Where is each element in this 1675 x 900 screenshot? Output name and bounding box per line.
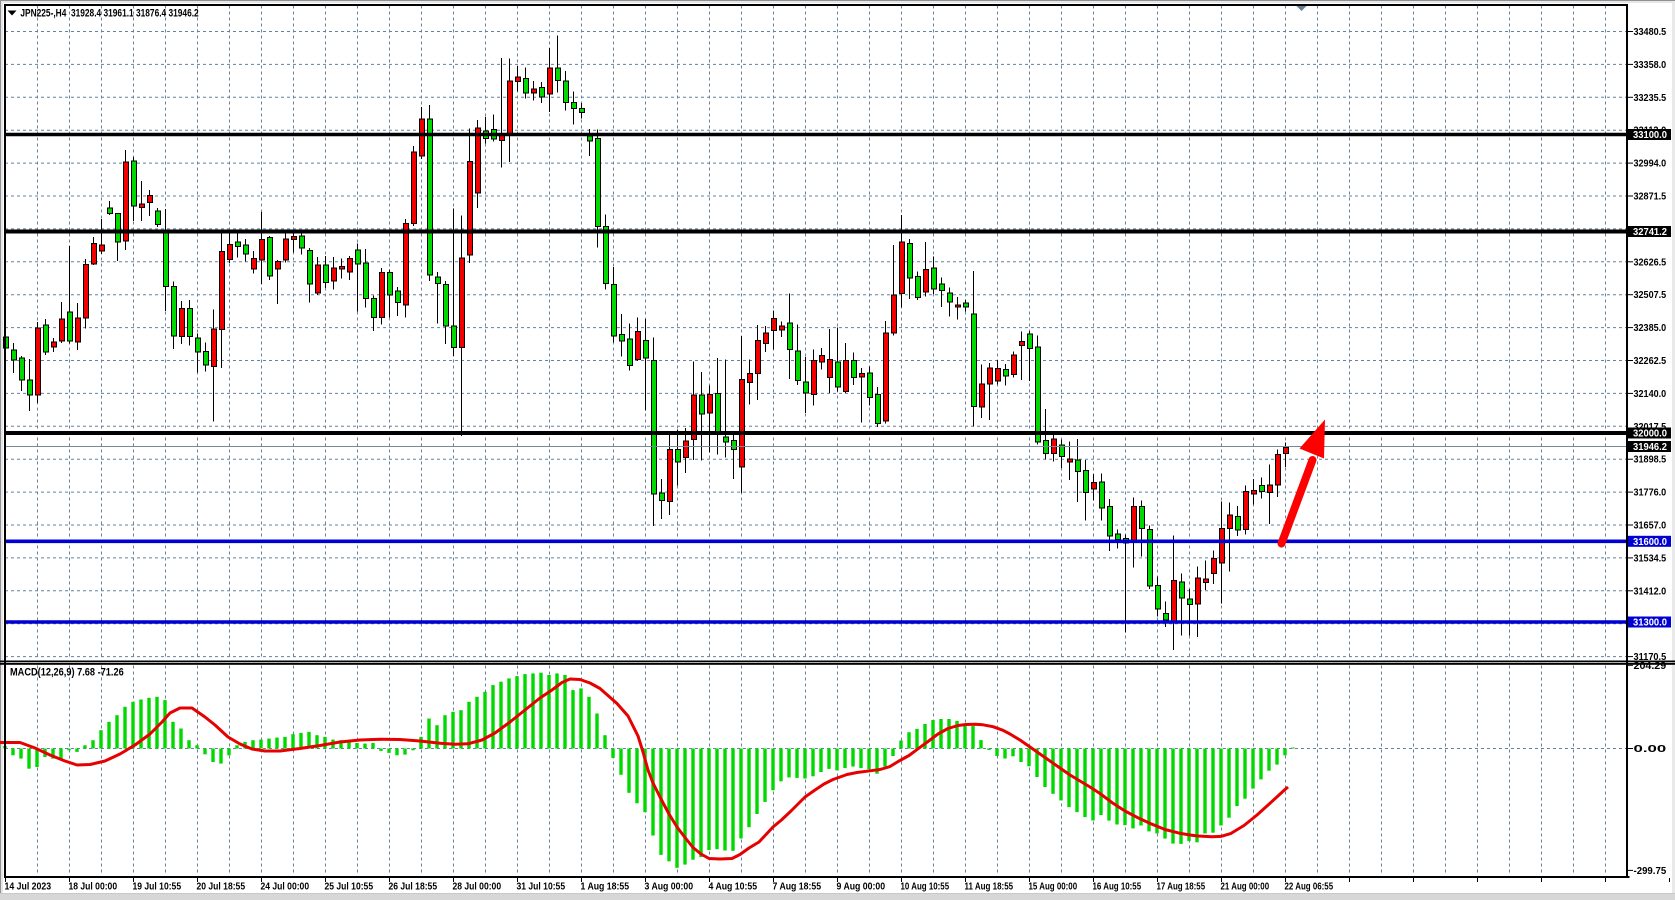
svg-text:32017.5: 32017.5 bbox=[1634, 422, 1667, 433]
svg-text:9 Aug 00:00: 9 Aug 00:00 bbox=[837, 882, 886, 893]
svg-text:32626.5: 32626.5 bbox=[1634, 257, 1667, 268]
svg-text:22 Aug 06:55: 22 Aug 06:55 bbox=[1285, 882, 1334, 893]
svg-text:18 Jul 00:00: 18 Jul 00:00 bbox=[69, 882, 118, 893]
svg-text:33235.5: 33235.5 bbox=[1634, 93, 1667, 104]
svg-text:31657.0: 31657.0 bbox=[1634, 521, 1667, 532]
svg-text:31898.5: 31898.5 bbox=[1634, 455, 1667, 466]
svg-text:33100.0: 33100.0 bbox=[1633, 130, 1667, 141]
svg-text:25 Jul 10:55: 25 Jul 10:55 bbox=[325, 882, 374, 893]
svg-text:32262.5: 32262.5 bbox=[1634, 356, 1667, 367]
svg-text:-299.75: -299.75 bbox=[1634, 866, 1667, 877]
svg-text:32140.0: 32140.0 bbox=[1634, 389, 1667, 400]
svg-text:31534.5: 31534.5 bbox=[1634, 553, 1667, 564]
svg-text:31776.0: 31776.0 bbox=[1634, 488, 1667, 499]
svg-text:MACD(12,26,9) 7.68 -71.26: MACD(12,26,9) 7.68 -71.26 bbox=[10, 666, 124, 678]
svg-text:0.00: 0.00 bbox=[1634, 744, 1667, 755]
svg-text:28 Jul 00:00: 28 Jul 00:00 bbox=[453, 882, 502, 893]
svg-text:31412.0: 31412.0 bbox=[1634, 586, 1667, 597]
svg-text:10 Aug 10:55: 10 Aug 10:55 bbox=[901, 882, 950, 893]
svg-text:31 Jul 10:55: 31 Jul 10:55 bbox=[517, 882, 566, 893]
svg-text:31600.0: 31600.0 bbox=[1633, 537, 1667, 548]
svg-text:31170.5: 31170.5 bbox=[1634, 652, 1667, 663]
svg-text:204.29: 204.29 bbox=[1634, 661, 1667, 672]
svg-text:32385.0: 32385.0 bbox=[1634, 323, 1667, 334]
svg-text:11 Aug 18:55: 11 Aug 18:55 bbox=[965, 882, 1014, 893]
svg-text:16 Aug 10:55: 16 Aug 10:55 bbox=[1093, 882, 1142, 893]
svg-text:33358.0: 33358.0 bbox=[1634, 60, 1667, 71]
svg-text:3 Aug 00:00: 3 Aug 00:00 bbox=[645, 882, 694, 893]
svg-text:31946.2: 31946.2 bbox=[1633, 442, 1667, 453]
svg-text:4 Aug 10:55: 4 Aug 10:55 bbox=[709, 882, 758, 893]
svg-text:20 Jul 18:55: 20 Jul 18:55 bbox=[197, 882, 246, 893]
svg-text:14 Jul 2023: 14 Jul 2023 bbox=[5, 882, 52, 893]
svg-text:15 Aug 00:00: 15 Aug 00:00 bbox=[1029, 882, 1078, 893]
svg-text:32741.2: 32741.2 bbox=[1633, 227, 1667, 238]
svg-text:7 Aug 18:55: 7 Aug 18:55 bbox=[773, 882, 822, 893]
svg-text:32994.0: 32994.0 bbox=[1634, 159, 1667, 170]
svg-text:32871.5: 32871.5 bbox=[1634, 192, 1667, 203]
svg-text:32507.5: 32507.5 bbox=[1634, 290, 1667, 301]
svg-text:JPN225-,H4 31928.4 31961.1 31: JPN225-,H4 31928.4 31961.1 31876.4 31946… bbox=[20, 8, 198, 20]
svg-text:26 Jul 18:55: 26 Jul 18:55 bbox=[389, 882, 438, 893]
svg-text:31300.0: 31300.0 bbox=[1633, 618, 1667, 629]
svg-text:19 Jul 10:55: 19 Jul 10:55 bbox=[133, 882, 182, 893]
svg-text:32000.0: 32000.0 bbox=[1633, 429, 1667, 440]
svg-text:1 Aug 18:55: 1 Aug 18:55 bbox=[581, 882, 630, 893]
svg-text:24 Jul 00:00: 24 Jul 00:00 bbox=[261, 882, 310, 893]
svg-text:33480.5: 33480.5 bbox=[1634, 27, 1667, 38]
svg-text:17 Aug 18:55: 17 Aug 18:55 bbox=[1157, 882, 1206, 893]
svg-text:21 Aug 00:00: 21 Aug 00:00 bbox=[1221, 882, 1270, 893]
